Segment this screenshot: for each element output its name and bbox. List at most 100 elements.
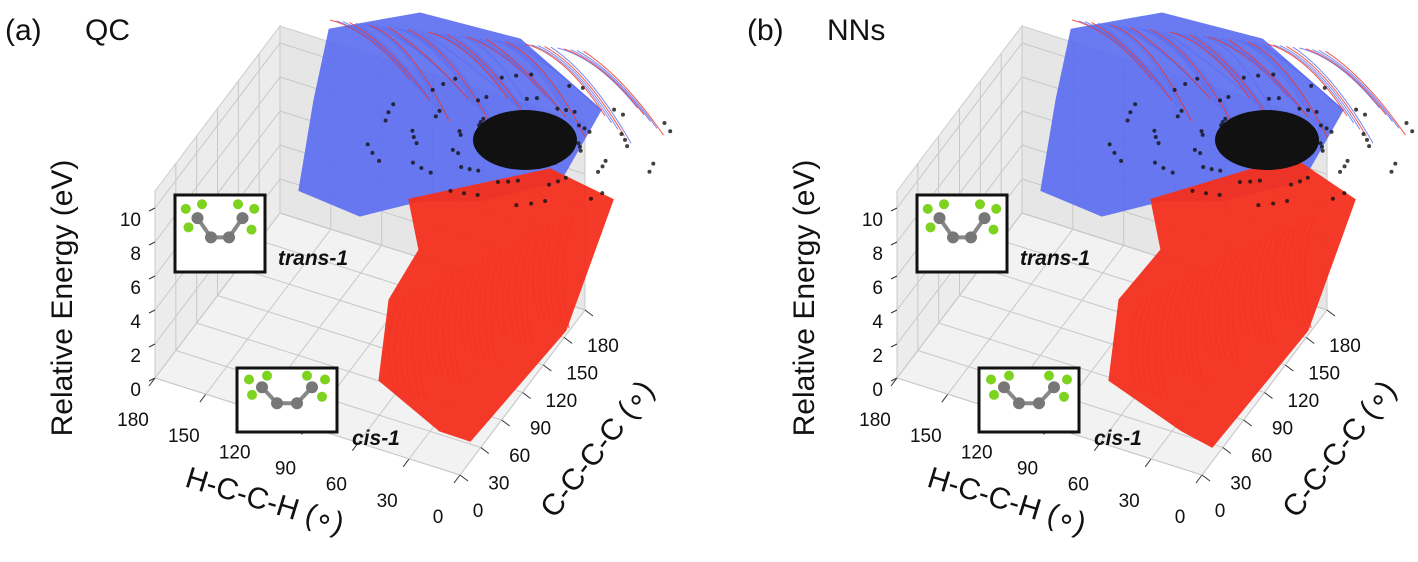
trajectory-line	[1232, 248, 1245, 365]
trajectory-point	[535, 118, 540, 123]
trajectory-point	[365, 142, 370, 147]
tick-mark	[1144, 458, 1152, 468]
trajectory-line	[1190, 269, 1203, 381]
trajectory-line	[563, 48, 645, 116]
tick-mark	[890, 343, 898, 348]
trajectory-point	[458, 132, 463, 137]
trajectory-line	[1136, 27, 1218, 107]
z-tick-label: 10	[862, 210, 883, 231]
trajectory-line	[1234, 39, 1315, 125]
trajectory-point	[448, 188, 453, 193]
trajectory-point	[1195, 76, 1200, 81]
trajectory-point	[543, 199, 548, 204]
atom	[205, 231, 217, 244]
trajectory-line	[440, 33, 521, 112]
atom	[1033, 397, 1045, 410]
trajectory-point	[514, 203, 519, 208]
atom	[233, 199, 243, 210]
tick-mark	[1222, 447, 1232, 454]
trajectory-line	[562, 212, 575, 329]
z-axis-label: Relative Energy (eV)	[788, 160, 821, 437]
trajectory-point	[508, 156, 513, 161]
trajectory-point	[1256, 203, 1261, 208]
trajectory-line	[576, 49, 658, 129]
trajectory-line	[1286, 221, 1299, 323]
trajectory-point	[1297, 106, 1302, 111]
x-tick-label: 180	[859, 410, 891, 431]
y-tick-label: 90	[1272, 419, 1293, 440]
trajectory-point	[1367, 144, 1372, 149]
trajectory-point	[386, 110, 391, 115]
trajectory-line	[406, 290, 419, 397]
annotation: trans-1	[278, 247, 348, 270]
trajectory-line	[1325, 50, 1406, 136]
trajectory-point	[596, 169, 601, 174]
trajectory-line	[1130, 299, 1143, 391]
trajectory-line	[362, 23, 443, 115]
trajectory-line	[472, 257, 485, 359]
trajectory-line	[448, 269, 461, 381]
trajectory-point	[1237, 148, 1242, 153]
trajectory-point	[1250, 156, 1255, 161]
trajectory-point	[1220, 120, 1225, 125]
y-tick-label: 60	[1251, 446, 1272, 467]
trajectory-point	[1223, 116, 1228, 121]
trajectory-point	[529, 201, 534, 206]
trajectory-point	[622, 137, 627, 142]
trajectory-point	[1200, 132, 1205, 137]
trajectory-point	[1289, 182, 1294, 187]
trajectory-line	[537, 45, 619, 130]
trajectory-line	[526, 230, 539, 347]
x-tick-label: 0	[433, 507, 444, 528]
y-tick-label: 120	[545, 391, 577, 412]
trajectory-line	[498, 40, 580, 132]
trajectory-line	[514, 236, 527, 343]
trajectory-line	[538, 224, 551, 321]
atom	[246, 224, 257, 235]
atom	[236, 212, 249, 225]
trajectory-line	[1178, 275, 1191, 377]
trajectory-point	[1218, 98, 1223, 103]
trajectory-point	[1248, 115, 1253, 120]
trajectory-point	[1305, 175, 1310, 180]
trajectory-line	[1162, 30, 1244, 92]
trajectory-point	[1112, 150, 1117, 155]
trajectory-line	[466, 36, 547, 98]
x-axis-label: H-C-C-H (∘)	[182, 461, 348, 540]
trajectory-point	[430, 87, 435, 92]
trajectory-point	[1273, 159, 1278, 164]
trajectory-point	[457, 129, 462, 134]
trajectory-point	[503, 156, 508, 161]
trajectory-point	[563, 175, 568, 180]
atom	[302, 370, 312, 381]
trajectory-line	[336, 20, 417, 88]
trajectory-line	[485, 38, 567, 118]
trajectory-line	[407, 29, 489, 120]
trajectory-line	[1156, 29, 1237, 127]
tick-mark	[1201, 474, 1211, 482]
y-tick-label: 0	[473, 501, 484, 522]
trajectory-point	[558, 154, 563, 159]
trajectory-point	[459, 164, 464, 169]
trajectory-line	[1097, 22, 1179, 108]
trajectory-line	[388, 26, 469, 100]
trajectory-line	[1279, 45, 1361, 130]
trajectory-point	[1314, 109, 1319, 114]
trajectory-point	[1257, 178, 1262, 183]
annotation: cis-1	[1094, 427, 1142, 450]
trajectory-line	[478, 254, 491, 361]
trajectory-point	[555, 179, 560, 184]
trajectory-point	[1320, 148, 1325, 153]
atom	[1048, 381, 1060, 394]
atom	[256, 381, 268, 394]
trajectory-line	[1148, 290, 1161, 397]
tick-mark	[1195, 474, 1203, 484]
panel-title: QC	[85, 14, 130, 47]
trajectory-point	[1219, 123, 1224, 128]
trajectory-cloud	[1108, 156, 1356, 448]
trajectory-point	[534, 96, 539, 101]
trajectory-line	[420, 30, 502, 92]
trajectory-line	[1226, 251, 1239, 363]
z-tick-label: 6	[872, 278, 883, 299]
panel-title: NNs	[827, 14, 885, 47]
